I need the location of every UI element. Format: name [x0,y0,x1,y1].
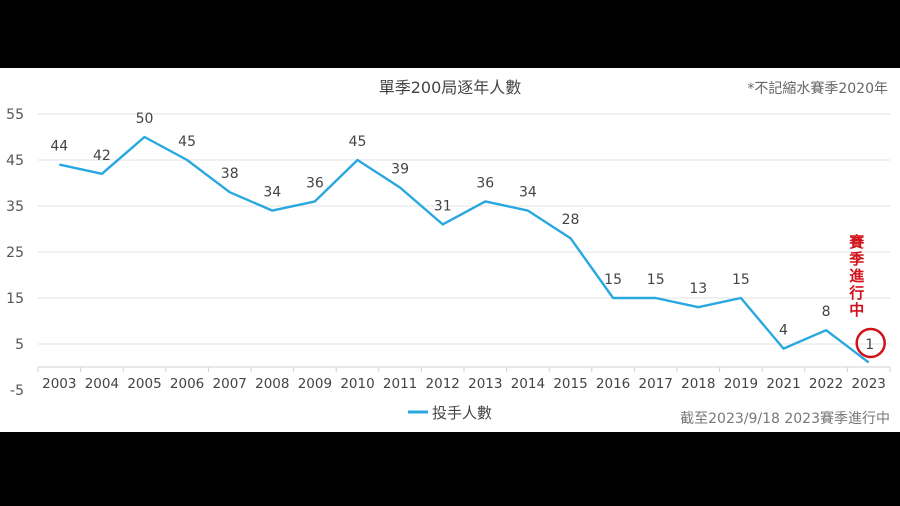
annotation-circle [855,327,886,359]
series-line-pitchers [59,135,870,364]
x-tick-label: 2018 [681,376,715,392]
annotation-char: 季 [849,250,864,268]
data-label: 4 [779,323,788,339]
x-tick-label: 2009 [298,376,332,392]
data-label: 28 [562,212,580,228]
x-tick-label: 2023 [852,376,886,392]
x-tick-label: 2016 [596,376,630,392]
data-label: 38 [221,166,239,182]
data-label: 42 [93,148,111,164]
data-label: 15 [604,272,622,288]
x-tick-label: 2014 [511,376,545,392]
y-tick-label: -5 [10,383,24,399]
annotation-char: 行 [848,284,864,302]
x-tick-label: 2015 [553,376,587,392]
x-tick-label: 2008 [255,376,289,392]
data-label: 13 [689,281,707,297]
data-label: 1 [865,337,874,353]
y-tick-label: 45 [6,153,24,169]
y-tick-label: 15 [6,291,24,307]
x-tick-label: 2021 [766,376,800,392]
chart-note: *不記縮水賽季2020年 [747,80,888,97]
data-label: 34 [263,185,281,201]
x-tick-label: 2010 [340,376,374,392]
annotation-char: 進 [849,267,865,285]
chart-background [0,68,900,432]
data-label: 36 [476,175,494,191]
annotation-char: 賽 [848,233,865,251]
data-label: 44 [50,139,68,155]
x-tick-label: 2004 [85,376,119,392]
legend-label: 投手人數 [432,404,492,422]
data-label: 34 [519,185,537,201]
chart-title: 單季200局逐年人數 [379,78,522,97]
y-tick-label: 35 [6,199,24,215]
data-label: 50 [136,111,154,127]
data-label: 36 [306,175,324,191]
data-label: 15 [647,272,665,288]
data-label: 45 [178,134,196,150]
x-tick-label: 2007 [213,376,247,392]
x-tick-label: 2019 [724,376,758,392]
x-tick-label: 2011 [383,376,417,392]
x-tick-label: 2017 [639,376,673,392]
annotation-char: 中 [849,301,864,319]
x-tick-label: 2003 [42,376,76,392]
y-tick-label: 55 [6,107,24,123]
data-label: 45 [349,134,367,150]
x-tick-label: 2012 [426,376,460,392]
x-tick-label: 2022 [809,376,843,392]
data-label: 8 [822,304,831,320]
data-label: 39 [391,162,409,178]
footnote: 截至2023/9/18 2023賽季進行中 [680,410,890,427]
annotation-text: 賽季進行中 [848,233,865,319]
x-tick-label: 2005 [127,376,161,392]
data-label: 15 [732,272,750,288]
y-tick-label: 5 [15,337,24,353]
y-tick-label: 25 [6,245,24,261]
x-tick-label: 2013 [468,376,502,392]
data-label: 31 [434,198,452,214]
x-tick-label: 2006 [170,376,204,392]
